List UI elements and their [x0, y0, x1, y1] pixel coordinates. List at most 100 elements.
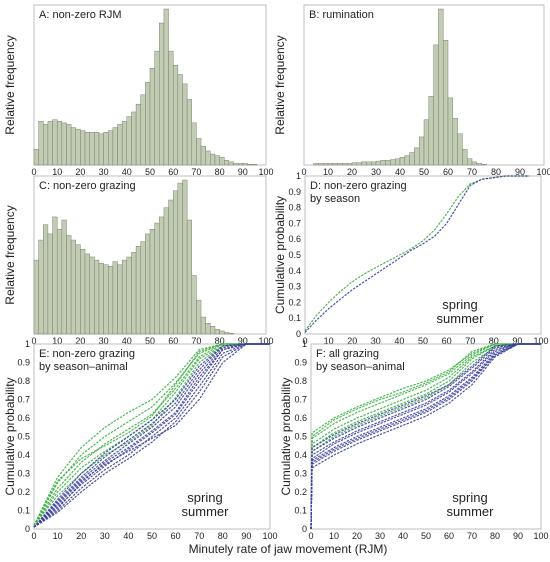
histogram-bar [52, 216, 58, 335]
histogram-bar [228, 161, 234, 166]
histogram-bar [370, 161, 377, 166]
y-tick-label: 0.7 [288, 218, 301, 228]
histogram-bar [462, 149, 468, 166]
histogram-bar [182, 83, 188, 166]
histogram-bar [56, 121, 63, 166]
histogram-bar [154, 222, 160, 335]
histogram-bar [103, 132, 109, 166]
histogram-bar [56, 229, 63, 335]
series-line-spring [310, 343, 541, 530]
histogram-bar [191, 122, 197, 166]
histogram-bar [200, 316, 206, 335]
histogram-bar [205, 150, 211, 166]
histogram-bar [38, 239, 44, 335]
series-line-summer [33, 343, 270, 528]
x-tick-label: 10 [52, 336, 62, 346]
histogram-bar [108, 266, 114, 335]
y-tick-label: 0 [25, 524, 30, 534]
histogram-bar [33, 259, 39, 335]
histogram-bar [163, 207, 169, 335]
x-tick-label: 10 [329, 531, 339, 541]
y-axis-label: Cumulative probability [3, 377, 17, 495]
figure-x-axis-label: Minutely rate of jaw movement (RJM) [189, 542, 388, 556]
x-tick-label: 10 [52, 167, 62, 177]
histogram-bar [318, 163, 324, 166]
y-tick-label: 0.9 [17, 358, 30, 368]
histogram-bar [346, 163, 353, 166]
panel-title: F: all grazing [316, 348, 379, 360]
histogram-bar [332, 163, 338, 166]
x-tick-label: 100 [533, 531, 548, 541]
x-tick-label: 0 [31, 167, 36, 177]
histogram-bar [476, 163, 482, 166]
histogram-bar [196, 299, 202, 335]
y-tick-label: 0 [296, 329, 301, 339]
y-tick-label: 0.5 [294, 432, 307, 442]
histogram-bar [89, 132, 95, 166]
histogram-bar [117, 264, 123, 335]
y-tick-label: 0.2 [288, 297, 301, 307]
x-tick-label: 30 [375, 531, 385, 541]
histogram-bar [159, 216, 165, 335]
histogram-bar [418, 136, 425, 166]
histogram-bar [89, 256, 95, 335]
histogram-bar [98, 133, 104, 166]
histogram-bar [131, 252, 137, 335]
series-line-summer [310, 343, 541, 530]
legend-spring: spring [187, 490, 222, 505]
y-tick-label: 1 [25, 339, 30, 349]
y-tick-label: 0.4 [288, 266, 301, 276]
histogram-bar [47, 233, 53, 335]
histogram-bar [112, 127, 118, 166]
histogram-bar [447, 97, 454, 166]
series-line-summer [310, 343, 541, 530]
histogram-bar [200, 146, 206, 166]
histogram-bar [140, 94, 146, 166]
y-tick-label: 0.5 [288, 250, 301, 260]
histogram-bar [177, 182, 183, 335]
histogram-bar [168, 199, 174, 335]
y-tick-label: 0.6 [294, 413, 307, 423]
histogram-bar [43, 224, 49, 335]
histogram-bar [380, 160, 386, 166]
y-tick-label: 0.2 [17, 487, 30, 497]
histogram-bar [112, 261, 118, 335]
histogram-bar [131, 111, 137, 166]
y-tick-label: 0.3 [17, 469, 30, 479]
histogram-bar [135, 245, 141, 335]
histogram-bar [84, 253, 90, 335]
y-tick-label: 1 [296, 171, 301, 181]
legend-summer: summer [437, 311, 485, 326]
histogram-bar [361, 161, 367, 166]
panel-title: A: non-zero RJM [39, 9, 122, 21]
histogram-bar [33, 149, 39, 166]
histogram-bar [70, 239, 76, 335]
histogram-bar [103, 264, 109, 335]
x-tick-label: 70 [191, 167, 201, 177]
histogram-bar [219, 156, 225, 166]
panel-a: 0 10 20 30 40 50 60 70 80 90 100 A: non-zero RJM Rel… [3, 4, 274, 177]
x-tick-label: 20 [347, 167, 357, 177]
histogram-bar [149, 68, 155, 166]
histogram-bar [126, 256, 132, 335]
x-tick-label: 100 [258, 167, 273, 177]
panel-subtitle: by season–animal [39, 361, 128, 373]
histogram-bar [327, 163, 334, 166]
x-tick-label: 50 [147, 531, 157, 541]
histogram-bar [337, 163, 343, 166]
series-line-spring [33, 343, 270, 526]
x-tick-label: 40 [395, 167, 405, 177]
x-tick-label: 20 [75, 167, 85, 177]
series-line-summer [33, 343, 270, 528]
series-line-summer [33, 343, 270, 528]
histogram-bar [366, 161, 372, 166]
histogram-bar [126, 116, 132, 166]
x-tick-label: 100 [533, 336, 548, 346]
x-tick-label: 60 [168, 167, 178, 177]
histogram-bar [168, 50, 174, 166]
x-tick-label: 80 [215, 167, 225, 177]
panel-title: B: rumination [309, 9, 374, 21]
series-line-summer [33, 343, 270, 528]
histogram-bar [471, 161, 478, 166]
